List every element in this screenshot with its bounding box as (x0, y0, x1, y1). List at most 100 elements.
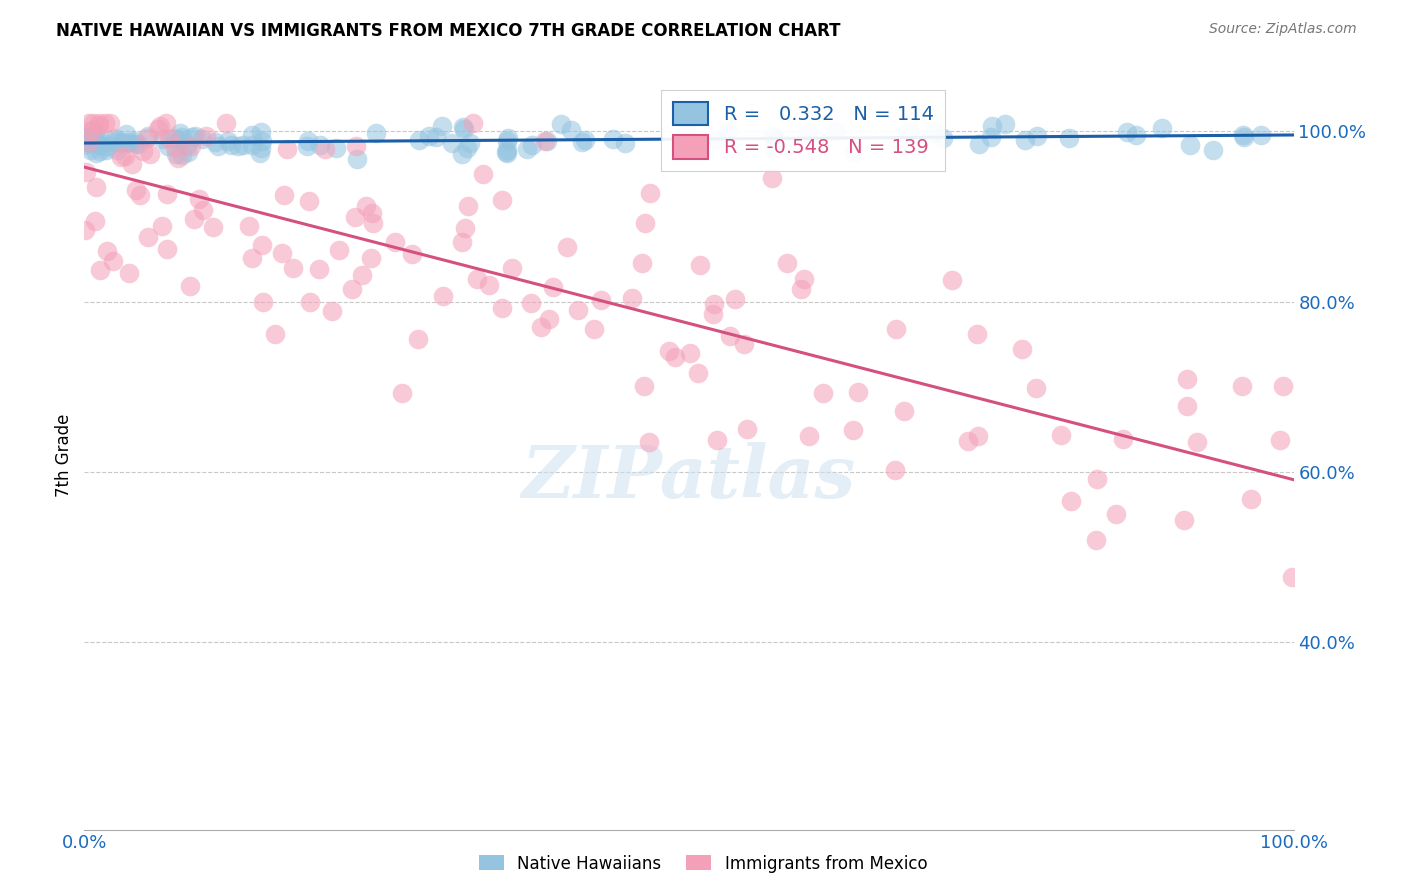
Point (1025, 128, 1047, 143)
Point (87, 116, 110, 130)
Point (111, 135, 134, 149)
Point (139, 147, 162, 161)
Point (702, 307, 724, 321)
Point (922, 124, 945, 138)
Point (1116, 125, 1139, 139)
Point (994, 117, 1017, 131)
Point (240, 251, 263, 265)
Point (328, 244, 350, 258)
Point (101, 254, 124, 268)
Point (105, 143, 128, 157)
Point (87, 130, 110, 145)
Point (1233, 129, 1256, 144)
Point (124, 134, 146, 148)
Point (846, 384, 869, 399)
Point (724, 292, 747, 306)
Legend: Native Hawaiians, Immigrants from Mexico: Native Hawaiians, Immigrants from Mexico (472, 848, 934, 880)
Point (76, 129, 98, 144)
Point (250, 126, 273, 140)
Point (79, 143, 101, 157)
Point (114, 149, 136, 163)
Point (520, 295, 543, 310)
Point (401, 247, 423, 261)
Point (706, 133, 728, 147)
Point (686, 366, 709, 380)
Point (188, 192, 211, 206)
Text: ZIPatlas: ZIPatlas (522, 442, 856, 513)
Point (1049, 428, 1071, 442)
Point (1087, 472, 1109, 486)
Point (451, 120, 474, 134)
Point (679, 346, 702, 360)
Point (550, 117, 572, 131)
Point (250, 141, 273, 155)
Point (571, 135, 593, 149)
Point (84, 146, 107, 161)
Point (454, 221, 477, 235)
Point (132, 144, 155, 158)
Point (346, 152, 368, 166)
Point (1112, 432, 1135, 446)
Point (250, 134, 273, 148)
Point (93, 116, 115, 130)
Point (932, 130, 955, 145)
Point (84, 180, 107, 194)
Point (735, 422, 758, 436)
Point (602, 132, 624, 146)
Point (110, 150, 132, 164)
Point (538, 312, 561, 326)
Point (76, 133, 98, 147)
Point (824, 124, 846, 138)
Point (384, 235, 406, 250)
Point (321, 304, 343, 318)
Point (1060, 494, 1083, 508)
Point (127, 137, 149, 152)
Point (776, 256, 799, 270)
Point (314, 142, 336, 156)
Point (165, 140, 187, 154)
Point (789, 282, 811, 296)
Point (252, 294, 274, 309)
Point (264, 326, 287, 341)
Point (406, 332, 429, 346)
Point (77, 136, 100, 150)
Point (706, 434, 728, 448)
Point (530, 319, 553, 334)
Point (689, 258, 711, 272)
Point (638, 186, 661, 200)
Point (1178, 137, 1201, 152)
Point (884, 321, 907, 335)
Point (360, 252, 382, 266)
Point (87, 137, 110, 152)
Point (1240, 491, 1263, 506)
Point (89, 137, 111, 152)
Point (325, 140, 347, 154)
Point (273, 188, 295, 202)
Point (79, 124, 101, 138)
Point (136, 230, 159, 244)
Point (842, 145, 865, 160)
Point (613, 136, 636, 150)
Point (73, 134, 96, 148)
Point (77, 135, 100, 149)
Point (1230, 379, 1253, 393)
Point (574, 133, 596, 147)
Point (191, 132, 214, 146)
Point (630, 256, 652, 270)
Point (799, 429, 821, 443)
Point (458, 136, 481, 151)
Point (465, 271, 488, 285)
Point (811, 386, 834, 401)
Point (463, 116, 485, 130)
Point (75, 164, 97, 178)
Point (121, 157, 143, 171)
Point (1232, 128, 1254, 142)
Text: NATIVE HAWAIIAN VS IMMIGRANTS FROM MEXICO 7TH GRADE CORRELATION CHART: NATIVE HAWAIIAN VS IMMIGRANTS FROM MEXIC… (56, 22, 841, 40)
Point (1085, 533, 1108, 547)
Point (298, 295, 321, 310)
Point (980, 119, 1002, 133)
Point (471, 168, 494, 182)
Point (73, 130, 96, 145)
Point (703, 297, 725, 311)
Point (298, 194, 321, 209)
